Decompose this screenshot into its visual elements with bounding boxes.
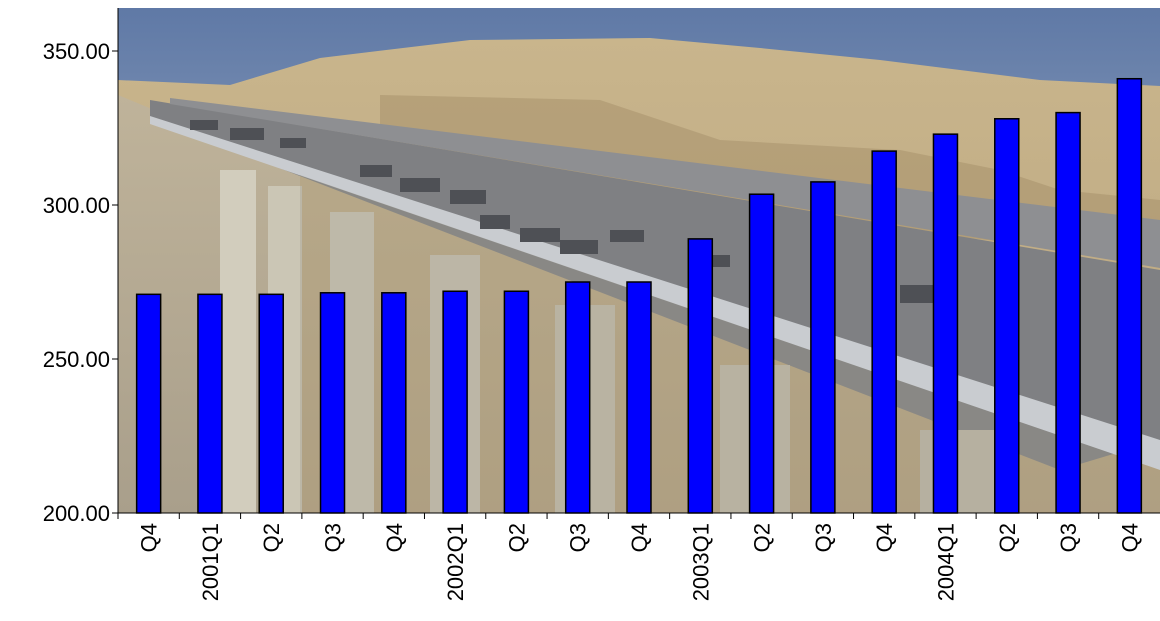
x-tick-label: Q4 — [382, 523, 407, 552]
x-tick-label: 2003Q1 — [688, 523, 713, 601]
x-tick-label: Q3 — [321, 523, 346, 552]
x-tick-label: Q2 — [259, 523, 284, 552]
bar — [442, 290, 468, 514]
x-tick-label: Q3 — [1056, 523, 1081, 552]
x-ticks: Q4 2001Q1 Q2 Q3 Q4 2002Q1 Q2 Q3 Q4 2003Q1 Q2 Q3 Q4 20… — [117, 513, 1142, 601]
y-tick-label: 350.00 — [43, 39, 110, 64]
x-tick-label: Q4 — [872, 523, 897, 552]
x-tick-label: Q4 — [627, 523, 652, 552]
bar — [748, 193, 775, 514]
x-tick-label: 2001Q1 — [198, 523, 223, 601]
bar — [1116, 77, 1143, 514]
bar — [626, 281, 652, 514]
x-tick-label: Q2 — [995, 523, 1020, 552]
x-tick-label: Q3 — [811, 523, 836, 552]
x-tick-label: Q4 — [137, 523, 162, 552]
y-ticks: 200.00 250.00 300.00 350.00 — [43, 39, 118, 526]
bar — [810, 181, 836, 514]
y-tick-label: 300.00 — [43, 193, 110, 218]
x-tick-label: Q3 — [566, 523, 591, 552]
bar — [871, 150, 897, 514]
y-tick-label: 250.00 — [43, 347, 110, 372]
bar — [197, 293, 223, 514]
bars — [135, 77, 1143, 514]
y-tick-label: 200.00 — [43, 501, 110, 526]
x-tick-label: Q4 — [1117, 523, 1142, 552]
bar — [564, 281, 591, 514]
x-tick-label: 2004Q1 — [933, 523, 958, 601]
bar — [258, 293, 284, 514]
bar — [1055, 111, 1081, 514]
bar — [381, 292, 407, 514]
bar — [932, 133, 959, 514]
bar — [135, 293, 162, 514]
bar — [319, 292, 346, 514]
x-tick-label: Q2 — [750, 523, 775, 552]
x-tick-label: Q2 — [504, 523, 529, 552]
bar — [994, 118, 1020, 514]
x-tick-label: 2002Q1 — [443, 523, 468, 601]
bar — [687, 238, 714, 514]
bar — [503, 290, 530, 514]
